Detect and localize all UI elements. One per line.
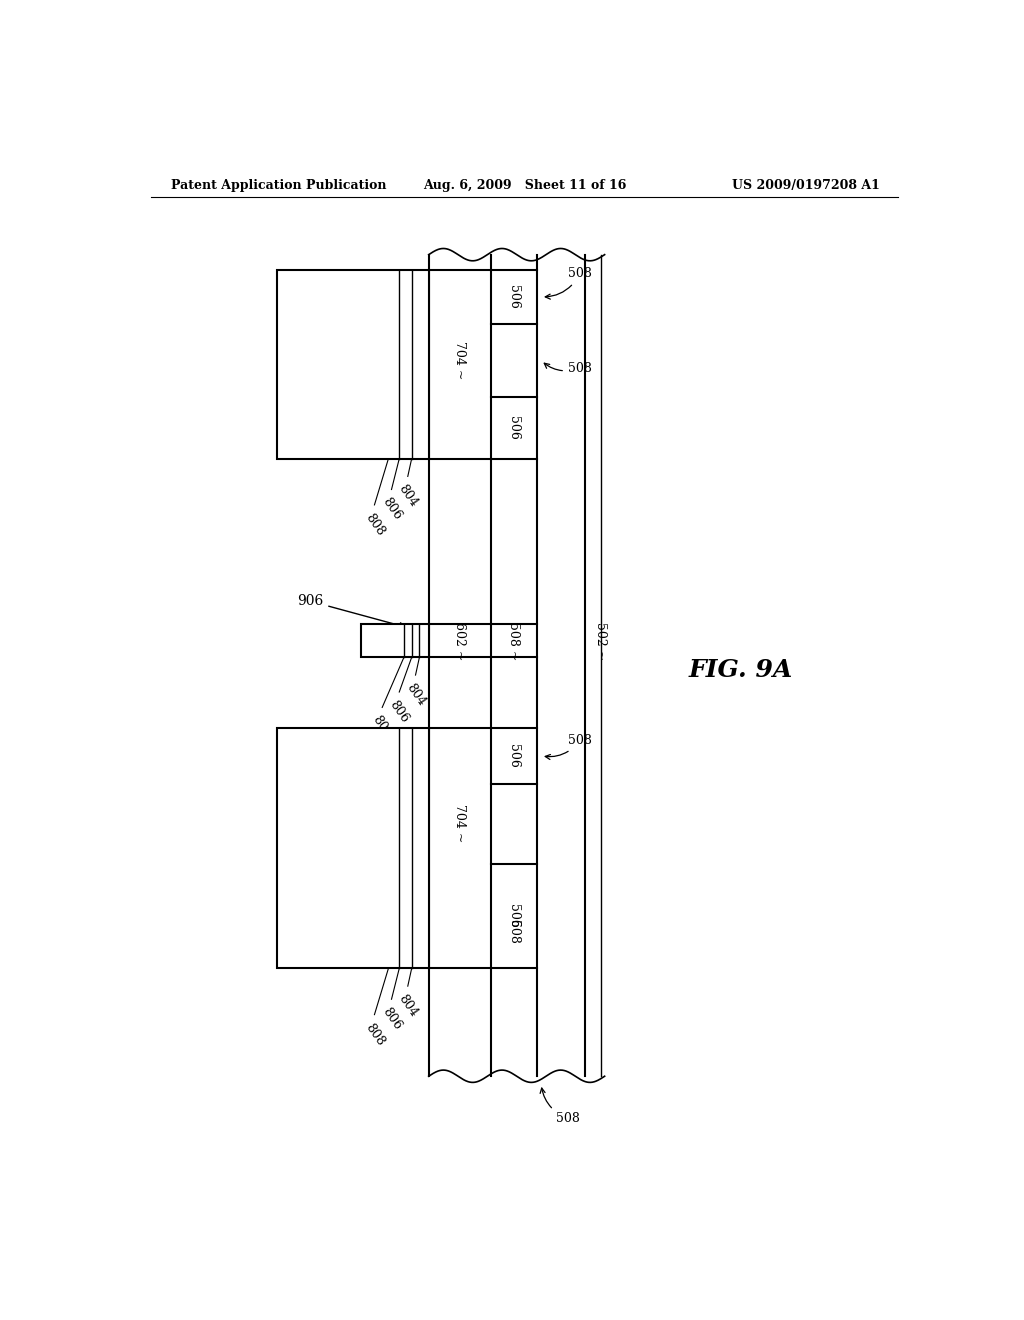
Text: 806: 806 xyxy=(379,496,403,523)
Text: Aug. 6, 2009   Sheet 11 of 16: Aug. 6, 2009 Sheet 11 of 16 xyxy=(423,178,627,191)
Text: 902: 902 xyxy=(282,296,364,358)
Text: 808: 808 xyxy=(362,1020,387,1048)
Text: 506: 506 xyxy=(508,285,520,309)
Text: 906: 906 xyxy=(282,752,362,789)
Text: 508: 508 xyxy=(545,734,592,759)
Text: 602 ~: 602 ~ xyxy=(454,622,466,660)
Text: 704 ~: 704 ~ xyxy=(454,804,466,843)
Text: 806: 806 xyxy=(387,698,412,725)
Text: 804: 804 xyxy=(403,681,428,709)
Text: 508 ~: 508 ~ xyxy=(508,622,520,660)
Text: 508: 508 xyxy=(545,268,592,300)
Text: 704 ~: 704 ~ xyxy=(454,342,466,380)
Text: 808: 808 xyxy=(362,511,387,539)
Text: 804: 804 xyxy=(395,993,420,1019)
Text: 804: 804 xyxy=(395,483,420,510)
Text: 806: 806 xyxy=(379,1006,403,1032)
Text: 508: 508 xyxy=(508,920,520,944)
Text: 508: 508 xyxy=(540,1088,581,1125)
Text: 906: 906 xyxy=(297,594,406,628)
Bar xyxy=(276,271,429,459)
Bar xyxy=(360,624,429,657)
Text: US 2009/0197208 A1: US 2009/0197208 A1 xyxy=(732,178,880,191)
Text: 808: 808 xyxy=(370,714,394,741)
Text: 506: 506 xyxy=(508,904,520,928)
Text: 508: 508 xyxy=(545,362,592,375)
Text: Patent Application Publication: Patent Application Publication xyxy=(171,178,386,191)
Text: 506: 506 xyxy=(508,416,520,440)
Bar xyxy=(276,729,429,969)
Text: 506: 506 xyxy=(508,744,520,768)
Text: FIG. 9A: FIG. 9A xyxy=(688,659,793,682)
Text: 502 ~: 502 ~ xyxy=(594,622,607,660)
